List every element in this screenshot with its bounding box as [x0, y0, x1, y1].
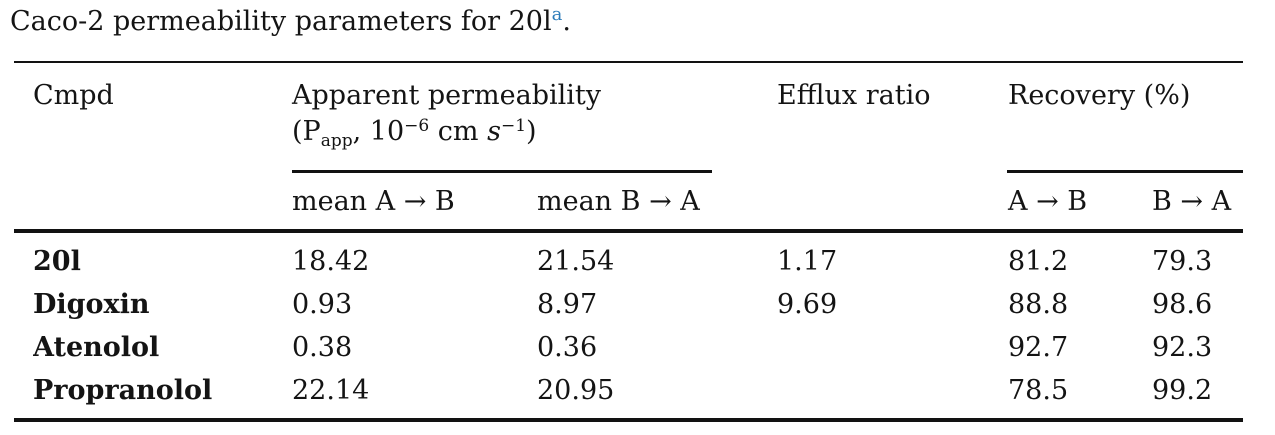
cell-recovery-a-to-b: 88.8 [1008, 289, 1069, 320]
table-bottom-rule [14, 418, 1243, 422]
cell-recovery-a-to-b: 92.7 [1008, 332, 1069, 363]
subheader-mean-b-to-a: mean B → A [537, 186, 700, 217]
cell-papp-a-to-b: 0.93 [292, 289, 353, 320]
cell-efflux-ratio: 9.69 [777, 289, 838, 320]
cell-efflux-ratio: 1.17 [777, 246, 838, 277]
cell-recovery-b-to-a: 98.6 [1152, 289, 1213, 320]
cell-efflux-ratio [777, 326, 1008, 369]
exponent-minus1: −1 [500, 116, 527, 136]
column-header-efflux-ratio: Efflux ratio [777, 80, 931, 111]
footnote-marker: a [551, 4, 563, 25]
column-header-recovery: Recovery (%) [1008, 80, 1191, 111]
cell-papp-b-to-a: 20.95 [537, 375, 615, 406]
cell-papp-b-to-a: 8.97 [537, 289, 598, 320]
column-header-cmpd: Cmpd [33, 80, 114, 111]
table-caption: Caco-2 permeability parameters for 20la. [10, 4, 571, 40]
recovery-spanner-rule [1007, 170, 1243, 173]
subheader-mean-a-to-b: mean A → B [292, 186, 455, 217]
row-compound-name: Digoxin [33, 289, 150, 320]
cell-papp-b-to-a: 0.36 [537, 332, 598, 363]
column-header-apparent-permeability: Apparent permeability (Papp, 10−6 cm s−1… [292, 78, 601, 150]
apparent-permeability-label: Apparent permeability [292, 80, 602, 111]
cell-recovery-a-to-b: 81.2 [1008, 246, 1069, 277]
cell-papp-b-to-a: 21.54 [537, 246, 615, 277]
cell-recovery-b-to-a: 92.3 [1152, 332, 1213, 363]
apparent-permeability-spanner-rule [292, 170, 712, 173]
cell-recovery-a-to-b: 78.5 [1008, 375, 1069, 406]
cell-recovery-b-to-a: 79.3 [1152, 246, 1213, 277]
row-compound-name: Atenolol [33, 332, 160, 363]
row-compound-name: 20l [33, 246, 81, 277]
cell-papp-a-to-b: 22.14 [292, 375, 370, 406]
cell-efflux-ratio [777, 369, 1008, 412]
exponent-minus6: −6 [404, 116, 430, 136]
subheader-recovery-b-to-a: B → A [1152, 186, 1232, 217]
subheader-recovery-a-to-b: A → B [1008, 186, 1088, 217]
row-compound-name: Propranolol [33, 375, 213, 406]
papp-units-line: (Papp, 10−6 cm s−1) [292, 116, 537, 151]
caption-text: Caco-2 permeability parameters for 20l [10, 6, 552, 37]
table-top-rule [14, 61, 1243, 63]
cell-recovery-b-to-a: 99.2 [1152, 375, 1213, 406]
table-header-body-rule [14, 229, 1243, 233]
cell-papp-a-to-b: 0.38 [292, 332, 353, 363]
table-body: 20l 18.42 21.54 1.17 81.2 79.3 Digoxin 0… [14, 240, 1243, 412]
papp-subscript: app [320, 131, 353, 151]
cell-papp-a-to-b: 18.42 [292, 246, 370, 277]
caption-period: . [562, 6, 571, 37]
